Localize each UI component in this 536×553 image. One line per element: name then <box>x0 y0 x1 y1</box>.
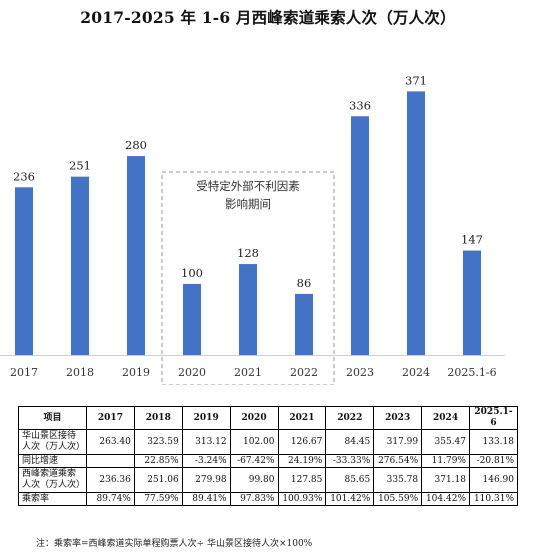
x-tick-2017: 2017 <box>10 366 38 379</box>
table-cell: -33.33% <box>325 454 375 468</box>
table-cell: -20.81% <box>469 454 518 468</box>
table-cell: 317.99 <box>373 429 423 455</box>
table-row: 乘索率 89.74% 77.59% 89.41% 97.83% 100.93% 101.42… <box>18 492 518 506</box>
table-header-year: 2025.1-6 <box>469 406 518 430</box>
table-cell: 99.80 <box>229 467 279 493</box>
x-tick-2021: 2021 <box>234 366 262 379</box>
table-cell: 236.36 <box>86 467 135 493</box>
table-header-row: 项目 2017 2018 2019 2020 2021 2022 2023 2024 2025.1… <box>18 406 518 430</box>
table-cell: 313.12 <box>181 429 231 455</box>
value-label-2017: 236 <box>13 169 35 183</box>
table-cell: 323.59 <box>133 429 183 455</box>
table-cell: 89.74% <box>86 492 135 506</box>
x-tick-2022: 2022 <box>290 366 318 379</box>
table-row: 西峰索道乘索人次（万人次） 236.36 251.06 279.98 99.80 127.… <box>18 467 518 493</box>
table-cell: 279.98 <box>181 467 231 493</box>
table-cell: 77.59% <box>133 492 183 506</box>
table-row: 同比增速 22.85% -3.24% -67.42% 24.19% -33.33% 276.… <box>18 454 518 468</box>
table-cell: 104.42% <box>421 492 470 506</box>
table-cell: 84.45 <box>325 429 375 455</box>
table-header-year: 2018 <box>133 406 183 430</box>
x-tick-2020: 2020 <box>178 366 206 379</box>
table-cell: 371.18 <box>421 467 470 493</box>
table-cell: -67.42% <box>229 454 279 468</box>
table-cell: 251.06 <box>133 467 183 493</box>
table-cell: 97.83% <box>229 492 279 506</box>
table-header-year: 2017 <box>86 406 135 430</box>
row-label: 同比增速 <box>18 454 87 468</box>
row-label: 华山景区接待人次（万人次） <box>18 429 87 455</box>
bar-2021 <box>239 264 257 355</box>
bar-2017 <box>15 187 33 355</box>
table-cell: 85.65 <box>325 467 375 493</box>
table-cell: 133.18 <box>469 429 518 455</box>
bar-2023 <box>351 116 369 356</box>
x-tick-2018: 2018 <box>66 366 94 379</box>
row-label: 乘索率 <box>18 492 87 506</box>
bar-2019 <box>127 156 145 355</box>
annotation-text: 受特定外部不利因素 <box>196 179 300 193</box>
table-cell: 22.85% <box>133 454 183 468</box>
table-cell: 11.79% <box>421 454 470 468</box>
table-cell: 110.31% <box>469 492 518 506</box>
annotation-text: 影响期间 <box>225 197 271 211</box>
value-label-2018: 251 <box>69 159 91 173</box>
x-tick-2025.1-6: 2025.1-6 <box>447 366 496 379</box>
value-label-2025.1-6: 147 <box>461 233 483 247</box>
x-tick-2023: 2023 <box>346 366 374 379</box>
table-cell: 89.41% <box>181 492 231 506</box>
table-cell: 276.54% <box>373 454 423 468</box>
value-label-2023: 336 <box>349 98 371 112</box>
table-row: 华山景区接待人次（万人次） 263.40 323.59 313.12 102.00 126… <box>18 429 518 455</box>
table-header-year: 2022 <box>325 406 375 430</box>
value-label-2024: 371 <box>405 73 427 87</box>
table-header-year: 2023 <box>373 406 423 430</box>
table-cell: 105.59% <box>373 492 423 506</box>
bar-2024 <box>407 91 425 355</box>
table-cell: 335.78 <box>373 467 423 493</box>
table-cell: 263.40 <box>86 429 135 455</box>
row-label: 西峰索道乘索人次（万人次） <box>18 467 87 493</box>
table-cell: -3.24% <box>181 454 231 468</box>
x-tick-2019: 2019 <box>122 366 150 379</box>
table-header-year: 2020 <box>229 406 279 430</box>
table-cell: 101.42% <box>325 492 375 506</box>
value-label-2019: 280 <box>125 138 147 152</box>
table-header-year: 2021 <box>277 406 327 430</box>
value-label-2020: 100 <box>181 266 203 280</box>
footnote: 注：乘索率=西峰索道实际单程购票人次÷ 华山景区接待人次×100% <box>36 539 313 549</box>
table-cell: 146.90 <box>469 467 518 493</box>
table-cell: 102.00 <box>229 429 279 455</box>
value-label-2022: 86 <box>297 276 312 290</box>
table-cell: 355.47 <box>421 429 470 455</box>
table-header-item: 项目 <box>18 406 87 430</box>
table-cell <box>86 454 135 468</box>
table-header-year: 2019 <box>181 406 231 430</box>
table-cell: 126.67 <box>277 429 327 455</box>
table-cell: 127.85 <box>277 467 327 493</box>
bar-2020 <box>183 283 201 355</box>
chart-title: 2017-2025 年 1-6 月西峰索道乘索人次（万人次） <box>80 8 456 27</box>
bar-2018 <box>71 176 89 355</box>
table-cell: 100.93% <box>277 492 327 506</box>
bar-2025.1-6 <box>463 250 481 355</box>
bar-2022 <box>295 293 313 355</box>
value-label-2021: 128 <box>237 246 259 260</box>
x-tick-2024: 2024 <box>402 366 430 379</box>
annotation-box <box>161 171 335 385</box>
table-cell: 24.19% <box>277 454 327 468</box>
data-table: 项目 2017 2018 2019 2020 2021 2022 2023 2024 2025.1… <box>18 406 518 506</box>
table-header-year: 2024 <box>421 406 470 430</box>
